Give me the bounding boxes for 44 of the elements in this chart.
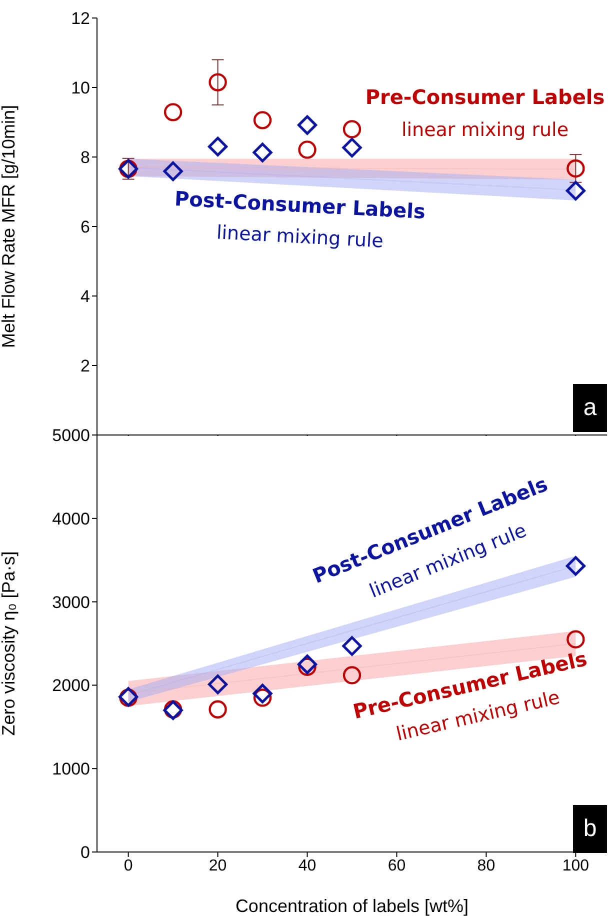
point	[566, 556, 586, 576]
x-tick-label: 40	[298, 857, 316, 874]
point	[342, 138, 362, 158]
point	[566, 159, 585, 178]
y-axis-title: Zero viscosity η₀ [Pa·s]	[0, 551, 18, 736]
point	[208, 136, 228, 156]
annotation: a	[573, 384, 607, 432]
y-tick-label: 3000	[52, 592, 90, 612]
y-tick-label: 6	[80, 218, 90, 237]
x-axis-title: Concentration of labels [wt%]	[235, 896, 469, 916]
y-tick-label: 2000	[52, 676, 90, 696]
y-tick-label: 8	[80, 148, 90, 168]
y-tick-label: 10	[71, 78, 90, 98]
point	[208, 700, 227, 718]
y-tick-label: 5000	[52, 426, 90, 446]
x-tick-label: 0	[124, 857, 133, 874]
y-tick-label: 2	[80, 356, 90, 376]
point	[297, 115, 318, 135]
annotation: b	[573, 805, 607, 853]
y-tick-label: 4000	[52, 509, 90, 528]
series-label: Pre-Consumer Labels	[364, 85, 606, 109]
x-tick-label: 80	[477, 857, 496, 874]
x-tick-label: 100	[562, 857, 590, 874]
x-tick-label: 60	[388, 857, 406, 874]
point	[208, 674, 228, 694]
point	[566, 630, 585, 648]
y-tick-label: 1000	[52, 760, 90, 779]
point	[342, 120, 362, 138]
y-tick-label: 0	[80, 843, 90, 862]
y-tick-label: 12	[71, 9, 90, 28]
point	[164, 103, 182, 122]
x-tick-label: 20	[208, 857, 227, 874]
point	[252, 684, 272, 704]
y-axis-title: Melt Flow Rate MFR [g/10min]	[0, 104, 18, 348]
annotation: linear mixing rule	[400, 119, 570, 141]
point	[252, 142, 272, 162]
point	[253, 111, 272, 130]
point	[298, 140, 316, 159]
point	[253, 688, 272, 707]
y-tick-label: 4	[80, 287, 90, 306]
point	[566, 180, 586, 201]
point	[208, 73, 227, 92]
point	[342, 636, 362, 656]
point	[163, 161, 183, 182]
